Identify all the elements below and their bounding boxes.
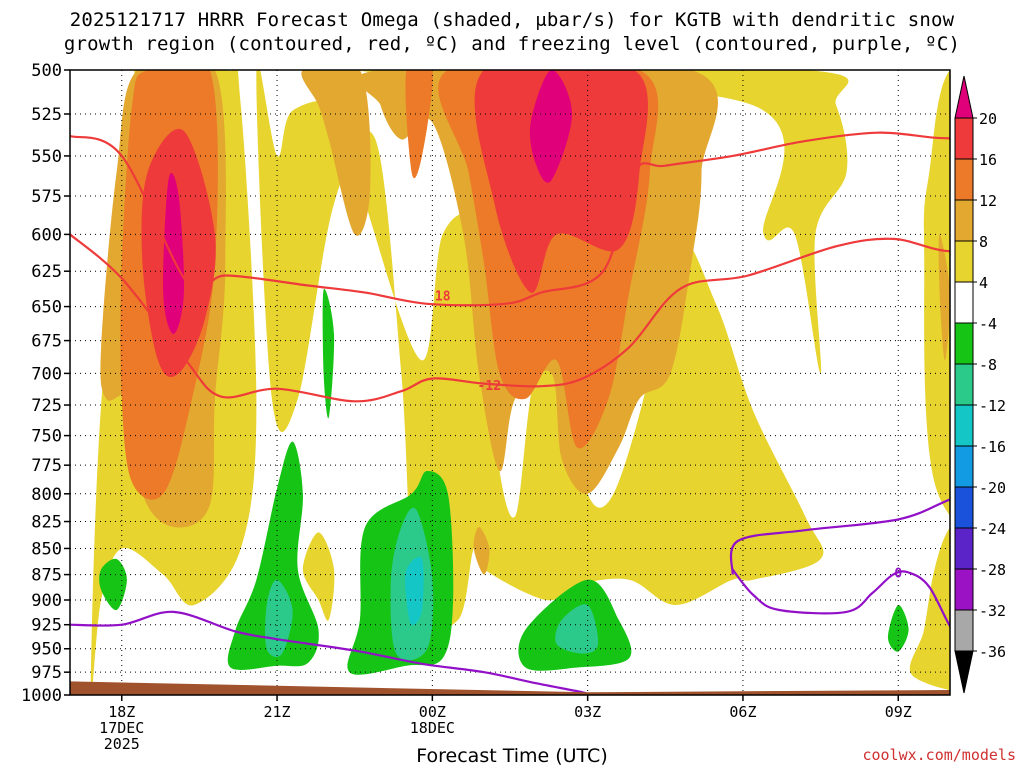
omega-region--4-17 bbox=[99, 558, 127, 611]
colorbar-label-8: -16 bbox=[979, 438, 1006, 456]
y-tick-label-500: 500 bbox=[31, 61, 62, 81]
x-tick-label-21Z-0: 21Z bbox=[264, 703, 291, 721]
omega-region--12-27 bbox=[405, 556, 424, 626]
omega-region--4-18 bbox=[322, 288, 335, 419]
y-tick-label-675: 675 bbox=[31, 332, 62, 352]
colorbar-label-13: -36 bbox=[979, 643, 1006, 661]
y-tick-label-900: 900 bbox=[31, 591, 62, 611]
y-tick-label-600: 600 bbox=[31, 225, 62, 245]
x-tick-label-18Z-1: 17DEC bbox=[99, 719, 144, 737]
colorbar-label-12: -32 bbox=[979, 602, 1006, 620]
omega-region-12-11 bbox=[405, 70, 433, 179]
colorbar-swatch-3 bbox=[954, 199, 974, 242]
omega-region-20-15 bbox=[163, 172, 185, 334]
omega-region-8-8 bbox=[938, 234, 950, 361]
omega-region--4-22 bbox=[887, 604, 909, 652]
y-tick-label-650: 650 bbox=[31, 298, 62, 318]
omega-region-4-2 bbox=[359, 70, 849, 374]
omega-region-8-6 bbox=[301, 70, 371, 236]
y-tick-label-525: 525 bbox=[31, 105, 62, 125]
colorbar-label-7: -12 bbox=[979, 397, 1006, 415]
colorbar-swatch-2 bbox=[954, 158, 974, 201]
omega-region-4-4 bbox=[302, 532, 335, 621]
y-tick-label-825: 825 bbox=[31, 513, 62, 533]
omega-region--8-26 bbox=[555, 604, 599, 654]
y-tick-label-775: 775 bbox=[31, 456, 62, 476]
omega-region-4-3 bbox=[909, 70, 950, 691]
y-tick-label-725: 725 bbox=[31, 396, 62, 416]
colorbar-swatch-1 bbox=[954, 117, 974, 160]
colorbar-label-11: -28 bbox=[979, 561, 1006, 579]
x-axis-label: Forecast Time (UTC) bbox=[416, 745, 608, 767]
colorbar-cap-bottom bbox=[954, 650, 974, 694]
y-tick-label-750: 750 bbox=[31, 427, 62, 447]
colorbar-swatch-10 bbox=[954, 486, 974, 529]
x-tick-label-18Z-2: 2025 bbox=[104, 735, 140, 753]
y-tick-label-575: 575 bbox=[31, 187, 62, 207]
terrain-ground bbox=[70, 681, 950, 695]
colorbar-swatch-12 bbox=[954, 568, 974, 611]
colorbar-swatch-6 bbox=[954, 322, 974, 365]
colorbar-label-9: -20 bbox=[979, 479, 1006, 497]
x-tick-label-18Z-0: 18Z bbox=[108, 703, 135, 721]
y-tick-label-850: 850 bbox=[31, 539, 62, 559]
contour-freezing_level_3 bbox=[731, 568, 950, 629]
contour-label-0: 18 bbox=[435, 289, 451, 304]
y-tick-label-950: 950 bbox=[31, 640, 62, 660]
contour-dgz_top bbox=[70, 131, 950, 307]
colorbar-cap-top bbox=[954, 75, 974, 119]
colorbar-label-10: -24 bbox=[979, 520, 1006, 538]
colorbar-swatch-13 bbox=[954, 609, 974, 652]
omega-region-8-9 bbox=[473, 527, 490, 575]
omega-region--4-19 bbox=[227, 441, 319, 670]
y-tick-label-625: 625 bbox=[31, 262, 62, 282]
omega-region-16-14 bbox=[474, 70, 648, 293]
omega-region-4-1 bbox=[256, 70, 824, 632]
colorbar-label-0: 20 bbox=[979, 110, 997, 128]
colorbar-swatch-4 bbox=[954, 240, 974, 283]
colorbar-swatch-5 bbox=[954, 281, 974, 324]
colorbar-label-4: 4 bbox=[979, 274, 988, 292]
y-tick-label-925: 925 bbox=[31, 616, 62, 636]
colorbar-label-3: 8 bbox=[979, 233, 988, 251]
x-tick-label-00Z-1: 18DEC bbox=[410, 719, 455, 737]
x-tick-label-00Z-0: 00Z bbox=[419, 703, 446, 721]
colorbar-label-6: -8 bbox=[979, 356, 997, 374]
y-tick-label-800: 800 bbox=[31, 485, 62, 505]
colorbar-label-1: 16 bbox=[979, 151, 997, 169]
contour-freezing_level_2 bbox=[729, 498, 950, 575]
credit-text[interactable]: coolwx.com/models bbox=[862, 746, 1016, 764]
y-tick-label-550: 550 bbox=[31, 147, 62, 167]
chart-title-line-2: growth region (contoured, red, ºC) and f… bbox=[63, 33, 961, 55]
colorbar-swatch-7 bbox=[954, 363, 974, 406]
x-tick-label-09Z-0: 09Z bbox=[885, 703, 912, 721]
colorbar-swatch-11 bbox=[954, 527, 974, 570]
colorbar-swatch-9 bbox=[954, 445, 974, 488]
contour-label-2: 0 bbox=[894, 567, 902, 582]
chart-title-line-1: 2025121717 HRRR Forecast Omega (shaded, … bbox=[69, 9, 955, 31]
contour-label-1: -12 bbox=[478, 379, 501, 394]
y-tick-label-1000: 1000 bbox=[21, 686, 62, 706]
y-tick-label-975: 975 bbox=[31, 663, 62, 683]
y-tick-label-700: 700 bbox=[31, 364, 62, 384]
x-tick-label-03Z-0: 03Z bbox=[574, 703, 601, 721]
colorbar-swatch-8 bbox=[954, 404, 974, 447]
plot-frame bbox=[69, 69, 951, 696]
colorbar-label-5: -4 bbox=[979, 315, 997, 333]
contour-freezing_level bbox=[70, 610, 590, 695]
x-tick-label-06Z-0: 06Z bbox=[729, 703, 756, 721]
omega-region-20-16 bbox=[529, 70, 573, 183]
colorbar-label-2: 12 bbox=[979, 192, 997, 210]
contour-dgz_bottom bbox=[70, 233, 950, 403]
y-tick-label-875: 875 bbox=[31, 566, 62, 586]
